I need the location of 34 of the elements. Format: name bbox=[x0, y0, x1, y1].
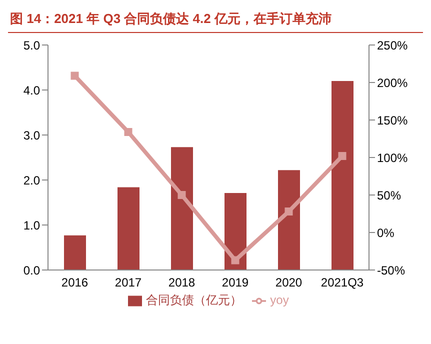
legend-label: 合同负债（亿元） bbox=[146, 293, 242, 307]
bar bbox=[118, 187, 140, 270]
y-tick-label: 5.0 bbox=[23, 38, 40, 52]
y-tick-label: 0.0 bbox=[23, 263, 40, 278]
point bbox=[70, 72, 79, 80]
y-tick-label: 4.0 bbox=[23, 83, 40, 98]
point bbox=[338, 152, 346, 160]
y2-tick-label: 150% bbox=[377, 113, 408, 128]
x-tick-label: 2019 bbox=[222, 276, 249, 290]
legend-label: yoy bbox=[270, 293, 289, 307]
point bbox=[124, 128, 132, 136]
y-tick-label: 2.0 bbox=[23, 173, 40, 188]
y2-tick-label: 0% bbox=[377, 226, 395, 240]
y2-tick-label: 200% bbox=[377, 76, 408, 90]
point bbox=[178, 191, 186, 199]
bar bbox=[64, 235, 86, 270]
x-tick-label: 2020 bbox=[275, 276, 302, 290]
bar bbox=[278, 170, 300, 270]
y2-tick-label: -50% bbox=[377, 263, 406, 278]
point bbox=[231, 256, 240, 264]
bar bbox=[224, 193, 246, 270]
x-tick-label: 2021Q3 bbox=[320, 276, 364, 290]
bar bbox=[171, 147, 193, 270]
y2-tick-label: 100% bbox=[377, 150, 408, 165]
y-tick-label: 3.0 bbox=[23, 128, 40, 142]
y2-tick-label: 50% bbox=[377, 188, 402, 202]
y2-tick-label: 250% bbox=[377, 38, 408, 52]
x-tick-label: 2017 bbox=[114, 276, 142, 290]
point bbox=[284, 208, 293, 216]
x-tick-label: 2018 bbox=[168, 276, 196, 290]
chart-title: 图 14：2021 年 Q3 合同负债达 4.2 亿元，在手订单充沛 bbox=[8, 8, 423, 33]
x-tick-label: 2016 bbox=[61, 276, 88, 290]
bar bbox=[332, 81, 354, 270]
y-tick-label: 1.0 bbox=[23, 218, 40, 232]
